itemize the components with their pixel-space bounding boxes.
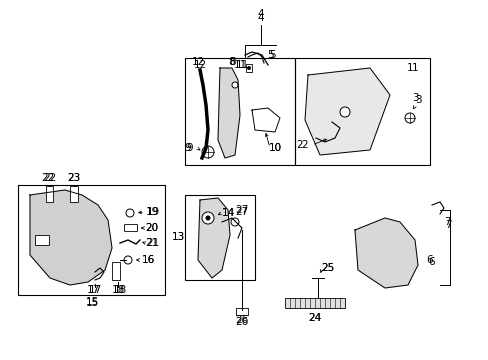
- Text: 19: 19: [145, 207, 158, 217]
- Bar: [35, 235, 49, 245]
- Text: 17: 17: [88, 285, 102, 295]
- Text: 12: 12: [191, 57, 204, 67]
- Circle shape: [231, 82, 238, 88]
- Circle shape: [205, 216, 209, 220]
- Text: 12: 12: [193, 60, 206, 70]
- Text: 15: 15: [85, 298, 99, 308]
- Bar: [18, 185, 164, 295]
- Text: 26: 26: [235, 315, 248, 325]
- Text: 21: 21: [146, 238, 159, 248]
- Text: 6: 6: [428, 257, 434, 267]
- Text: 17: 17: [86, 285, 100, 295]
- Text: 6: 6: [426, 255, 432, 265]
- Text: 7: 7: [444, 220, 450, 230]
- Text: 13: 13: [171, 232, 184, 242]
- Text: 16: 16: [141, 255, 154, 265]
- Bar: [46, 186, 53, 202]
- Text: 14: 14: [221, 208, 234, 218]
- Text: 18: 18: [111, 285, 124, 295]
- Bar: [294, 58, 429, 165]
- Circle shape: [202, 146, 214, 158]
- Text: 15: 15: [85, 297, 99, 307]
- Text: 2: 2: [296, 140, 303, 150]
- Text: 24: 24: [308, 313, 321, 323]
- Polygon shape: [198, 198, 229, 278]
- Text: 11: 11: [235, 60, 248, 70]
- Text: 3: 3: [411, 93, 417, 103]
- Bar: [112, 262, 120, 280]
- Circle shape: [230, 218, 239, 226]
- Text: 9: 9: [184, 143, 191, 153]
- Text: 10: 10: [268, 143, 281, 153]
- Text: 5: 5: [266, 50, 273, 60]
- Text: 27: 27: [235, 207, 248, 217]
- Text: 27: 27: [235, 205, 248, 215]
- Text: 23: 23: [67, 173, 81, 183]
- Bar: [285, 298, 345, 308]
- Text: 4: 4: [257, 13, 264, 23]
- Bar: [245, 64, 251, 72]
- Text: 11: 11: [233, 60, 246, 70]
- Text: 16: 16: [141, 255, 154, 265]
- Polygon shape: [30, 190, 112, 285]
- Bar: [70, 186, 78, 202]
- Text: 5: 5: [268, 50, 275, 60]
- Text: 21: 21: [145, 238, 158, 248]
- Text: 4: 4: [257, 9, 264, 19]
- Bar: [184, 195, 254, 280]
- Bar: [236, 308, 247, 315]
- Polygon shape: [354, 218, 417, 288]
- Circle shape: [247, 67, 250, 69]
- Text: 13: 13: [171, 232, 184, 242]
- Text: 26: 26: [235, 317, 248, 327]
- Circle shape: [126, 209, 134, 217]
- Text: 24: 24: [308, 313, 321, 323]
- Text: 25: 25: [321, 263, 334, 273]
- Bar: [184, 58, 294, 165]
- Text: 2: 2: [301, 140, 307, 150]
- Text: 14: 14: [221, 208, 234, 218]
- Polygon shape: [218, 68, 240, 158]
- Text: 1: 1: [406, 63, 412, 73]
- Text: 9: 9: [186, 143, 193, 153]
- Text: 22: 22: [43, 173, 57, 183]
- Text: 20: 20: [145, 223, 158, 233]
- Text: 8: 8: [228, 57, 235, 67]
- Text: 8: 8: [229, 57, 236, 67]
- Circle shape: [404, 113, 414, 123]
- Text: 3: 3: [414, 95, 421, 105]
- Text: 7: 7: [443, 217, 449, 227]
- Text: 18: 18: [113, 285, 126, 295]
- Circle shape: [339, 107, 349, 117]
- Text: 10: 10: [268, 143, 281, 153]
- Text: 23: 23: [67, 173, 81, 183]
- Polygon shape: [305, 68, 389, 155]
- Text: 1: 1: [411, 63, 417, 73]
- Circle shape: [202, 212, 214, 224]
- Text: 19: 19: [146, 207, 159, 217]
- FancyBboxPatch shape: [124, 225, 137, 231]
- Circle shape: [124, 256, 132, 264]
- Text: 22: 22: [41, 173, 55, 183]
- Text: 20: 20: [145, 223, 158, 233]
- Text: 25: 25: [321, 263, 334, 273]
